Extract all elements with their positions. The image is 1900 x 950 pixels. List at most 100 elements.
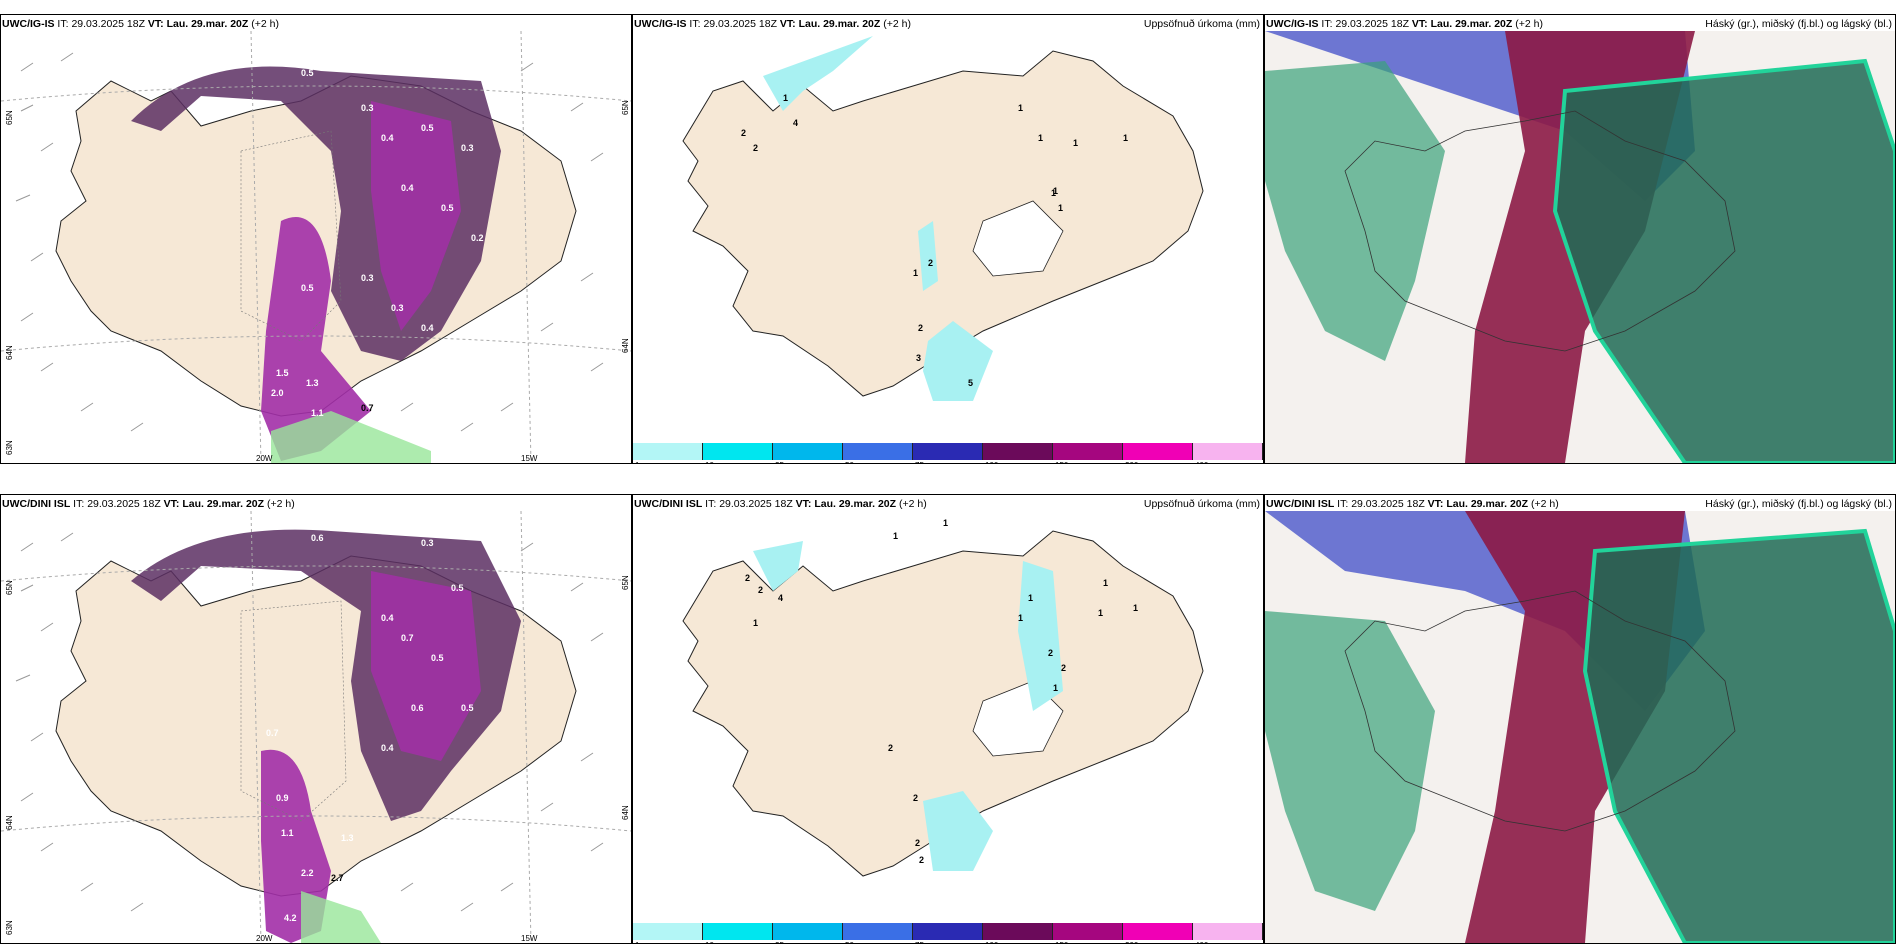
panel-header: UWC/IG-IS IT: 29.03.2025 18Z VT: Lau. 29… bbox=[634, 18, 911, 30]
panel-header: UWC/DINI ISL IT: 29.03.2025 18Z VT: Lau.… bbox=[634, 498, 927, 510]
map-panel-accum-dini: UWC/DINI ISL IT: 29.03.2025 18Z VT: Lau.… bbox=[632, 494, 1264, 944]
svg-text:1: 1 bbox=[1038, 133, 1043, 143]
svg-text:2: 2 bbox=[745, 573, 750, 583]
iceland-land bbox=[682, 50, 1204, 397]
precip-wind-map: 0.6 0.4 0.3 0.5 0.4 0.7 0.5 0.6 0.5 0.4 … bbox=[1, 511, 631, 943]
svg-text:2: 2 bbox=[753, 143, 758, 153]
svg-text:0.7: 0.7 bbox=[266, 728, 279, 738]
svg-text:0.6: 0.6 bbox=[311, 533, 324, 543]
rain-cyan bbox=[923, 321, 993, 401]
svg-text:1: 1 bbox=[1053, 186, 1058, 196]
legend-label: 50 bbox=[845, 461, 854, 463]
svg-text:1: 1 bbox=[753, 618, 758, 628]
svg-text:1: 1 bbox=[1058, 203, 1063, 213]
svg-text:2: 2 bbox=[1048, 648, 1053, 658]
svg-text:1: 1 bbox=[1053, 683, 1058, 693]
svg-text:0.3: 0.3 bbox=[361, 273, 374, 283]
svg-text:0.4: 0.4 bbox=[401, 183, 414, 193]
accum-precip-map: 2 2 4 1 1 1 1 1 1 2 1 2 3 5 1 1 bbox=[682, 36, 1204, 401]
legend-label: 1 bbox=[635, 941, 639, 943]
legend-swatch bbox=[913, 923, 983, 940]
legend-swatch bbox=[1053, 443, 1123, 460]
lat-label: 65N bbox=[621, 575, 630, 590]
accum-value-labels: 2 2 4 1 1 1 1 1 1 2 1 2 3 5 1 1 bbox=[741, 93, 1128, 388]
svg-text:1: 1 bbox=[1018, 613, 1023, 623]
svg-text:4.2: 4.2 bbox=[284, 913, 297, 923]
lat-label: 65N bbox=[5, 580, 14, 595]
lat-label: 64N bbox=[5, 345, 14, 360]
hatch-area bbox=[240, 130, 342, 342]
legend-label: 75 bbox=[915, 461, 924, 463]
svg-text:1: 1 bbox=[1123, 133, 1128, 143]
high-cloud-edge bbox=[1582, 528, 1895, 943]
precip-green bbox=[271, 411, 431, 463]
lon-label: 15W bbox=[521, 454, 538, 463]
svg-text:0.7: 0.7 bbox=[361, 403, 374, 413]
legend-label: 10 bbox=[705, 941, 714, 943]
svg-text:1.5: 1.5 bbox=[276, 368, 289, 378]
precip-legend: 1 10 25 50 75 100 150 200 400 bbox=[633, 443, 1263, 463]
legend-label: 50 bbox=[845, 941, 854, 943]
map-panel-clouds-ig-is: UWC/IG-IS IT: 29.03.2025 18Z VT: Lau. 29… bbox=[1264, 14, 1896, 464]
svg-text:1: 1 bbox=[1133, 603, 1138, 613]
precip-area-inner bbox=[371, 101, 461, 331]
legend-label: 200 bbox=[1125, 941, 1138, 943]
map-title: Uppsöfnuð úrkoma (mm) bbox=[1143, 498, 1260, 510]
legend-label: 1 bbox=[635, 461, 639, 463]
legend-swatch bbox=[633, 443, 703, 460]
svg-text:2: 2 bbox=[919, 855, 924, 865]
legend-label: 75 bbox=[915, 941, 924, 943]
legend-swatch bbox=[703, 443, 773, 460]
precip-area-south bbox=[261, 217, 371, 461]
legend-label: 25 bbox=[775, 461, 784, 463]
svg-text:2: 2 bbox=[913, 793, 918, 803]
svg-text:1.3: 1.3 bbox=[306, 378, 319, 388]
svg-text:2: 2 bbox=[1061, 663, 1066, 673]
svg-text:0.4: 0.4 bbox=[421, 323, 434, 333]
svg-text:3: 3 bbox=[916, 353, 921, 363]
precip-green bbox=[301, 891, 381, 943]
glacier bbox=[972, 200, 1064, 277]
rain-cyan bbox=[753, 541, 803, 591]
rain-cyan bbox=[763, 36, 873, 111]
high-cloud-edge bbox=[1552, 58, 1895, 463]
svg-text:2: 2 bbox=[918, 323, 923, 333]
cloud-cover-map bbox=[1265, 31, 1895, 463]
hatch-area bbox=[240, 600, 347, 822]
legend-swatch bbox=[1053, 923, 1123, 940]
legend-label: 100 bbox=[985, 461, 998, 463]
panel-header: UWC/DINI ISL IT: 29.03.2025 18Z VT: Lau.… bbox=[1266, 498, 1559, 510]
lat-label: 65N bbox=[5, 110, 14, 125]
graticule bbox=[1, 31, 631, 463]
legend-label: 200 bbox=[1125, 461, 1138, 463]
svg-text:2: 2 bbox=[758, 585, 763, 595]
map-panel-precip-dini: UWC/DINI ISL IT: 29.03.2025 18Z VT: Lau.… bbox=[0, 494, 632, 944]
legend-swatch bbox=[983, 923, 1053, 940]
svg-text:0.5: 0.5 bbox=[301, 68, 314, 78]
svg-text:2: 2 bbox=[915, 838, 920, 848]
legend-label: 400 bbox=[1195, 461, 1208, 463]
graticule bbox=[1, 511, 631, 943]
svg-text:0.3: 0.3 bbox=[361, 103, 374, 113]
svg-text:2.0: 2.0 bbox=[271, 388, 284, 398]
svg-text:0.5: 0.5 bbox=[441, 203, 454, 213]
svg-text:1: 1 bbox=[783, 93, 788, 103]
svg-text:1: 1 bbox=[1098, 608, 1103, 618]
svg-text:1.3: 1.3 bbox=[341, 833, 354, 843]
svg-text:1: 1 bbox=[1103, 578, 1108, 588]
svg-text:0.2: 0.2 bbox=[471, 233, 484, 243]
precip-wind-map: 0.6 0.5 0.4 0.3 0.4 0.5 0.3 0.4 0.5 0.2 … bbox=[1, 31, 631, 463]
coastline bbox=[1344, 110, 1736, 352]
svg-text:1: 1 bbox=[913, 268, 918, 278]
svg-text:0.5: 0.5 bbox=[431, 653, 444, 663]
legend-label: 25 bbox=[775, 941, 784, 943]
svg-text:0.5: 0.5 bbox=[451, 583, 464, 593]
legend-label: 400 bbox=[1195, 941, 1208, 943]
legend-swatch bbox=[843, 443, 913, 460]
legend-swatch bbox=[633, 923, 703, 940]
lon-label: 20W bbox=[256, 454, 273, 463]
legend-swatch bbox=[913, 443, 983, 460]
svg-text:0.6: 0.6 bbox=[411, 703, 424, 713]
legend-swatch bbox=[773, 923, 843, 940]
precip-value-labels: 0.6 0.5 0.4 0.3 0.4 0.5 0.3 0.4 0.5 0.2 … bbox=[269, 53, 484, 418]
